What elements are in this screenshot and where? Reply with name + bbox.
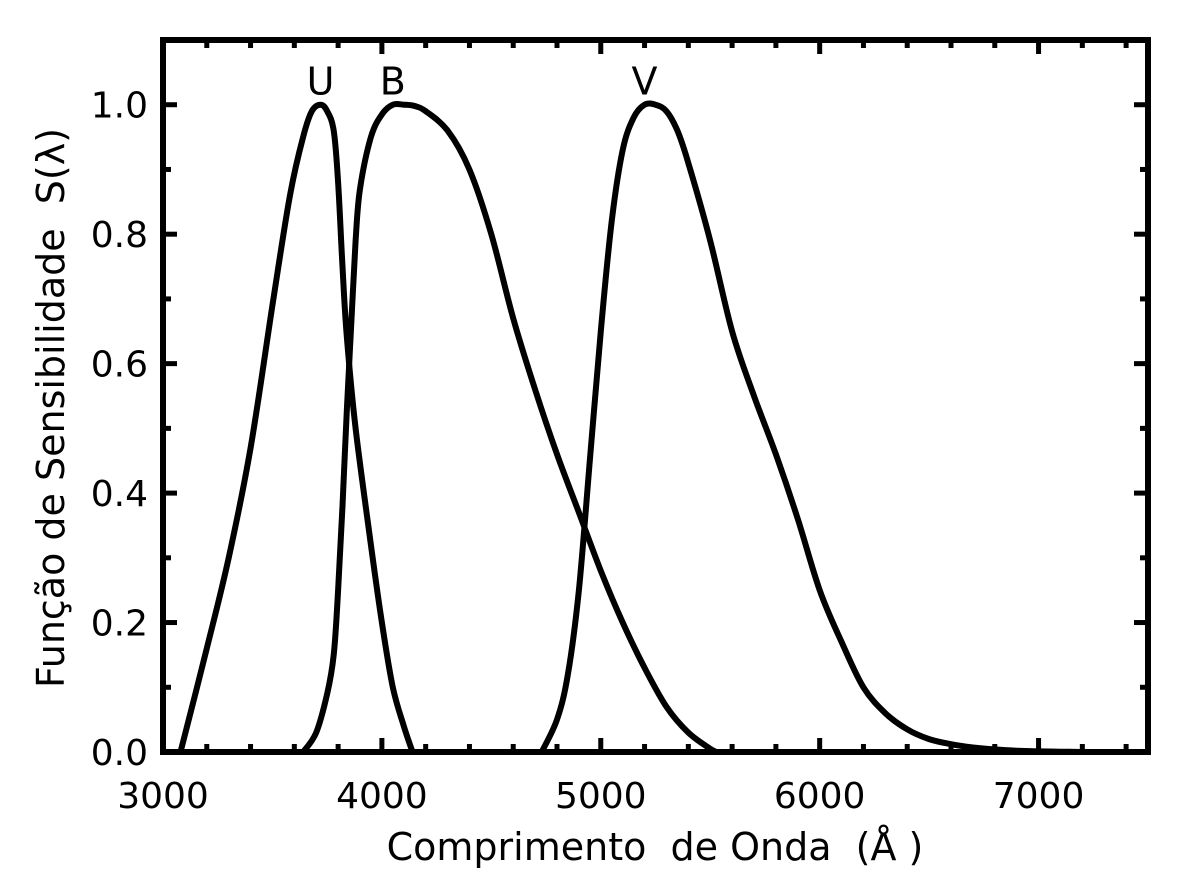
series-v-label: V (632, 60, 658, 104)
x-axis-label: Comprimento de Onda (Å ) (387, 825, 924, 869)
y-tick-label: 0.6 (91, 345, 148, 386)
x-tick-label: 4000 (336, 776, 428, 817)
series-u-line (177, 101, 416, 755)
series-b-label: B (380, 60, 406, 104)
x-tick-label: 3000 (117, 776, 209, 817)
x-tick-label: 7000 (993, 776, 1085, 817)
curves-layer (177, 100, 1086, 755)
x-tick-label: 5000 (555, 776, 647, 817)
ticks-layer (163, 40, 1148, 752)
y-tick-label: 0.4 (91, 474, 148, 515)
y-tick-label: 1.0 (91, 86, 148, 127)
y-axis-label: Função de Sensibilidade S(λ) (29, 128, 73, 688)
series-u-label: U (307, 60, 335, 104)
series-b-line (300, 100, 720, 755)
y-tick-label: 0.2 (91, 604, 148, 645)
y-tick-label: 0.0 (91, 733, 148, 774)
y-tick-label: 0.8 (91, 215, 148, 256)
tick-labels-layer: 3000 4000 5000 6000 7000 0.0 0.2 0.4 0.6 0.8 1.0 (91, 86, 1085, 817)
series-v-line (538, 100, 1086, 755)
plot-frame (160, 37, 1151, 755)
x-tick-label: 6000 (774, 776, 866, 817)
